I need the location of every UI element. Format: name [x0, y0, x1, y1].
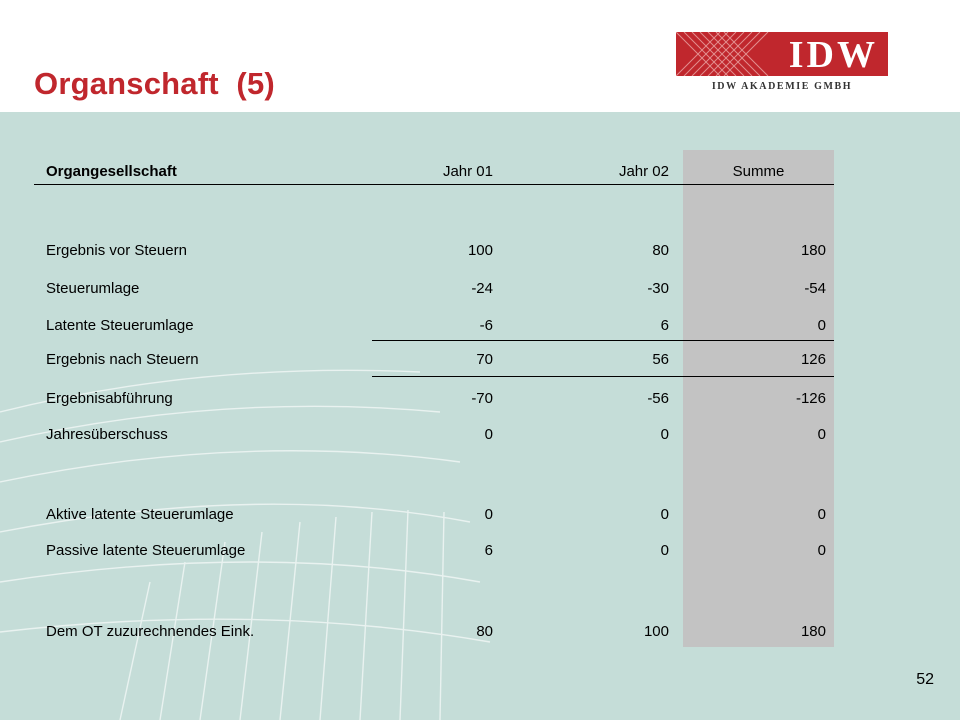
subtotal-rule-top — [372, 340, 834, 341]
logo-mark: IDW — [788, 34, 878, 76]
row-jahr-02: 0 — [660, 542, 669, 559]
row-jahr-02: 0 — [660, 506, 669, 523]
row-label: Ergebnis nach Steuern — [46, 351, 199, 368]
row-jahr-02: 6 — [660, 317, 669, 334]
row-jahr-01: -24 — [471, 280, 493, 297]
row-jahr-01: 70 — [476, 351, 493, 368]
background-decoration — [0, 369, 491, 720]
header-jahr-01: Jahr 01 — [442, 163, 493, 180]
row-jahr-02: 100 — [643, 623, 669, 640]
row-jahr-01: 0 — [484, 426, 493, 443]
row-label: Aktive latente Steuerumlage — [46, 506, 234, 523]
row-summe: 0 — [817, 542, 826, 559]
row-summe: 180 — [800, 623, 826, 640]
row-summe: 180 — [800, 242, 826, 259]
idw-logo: IDW IDW AKADEMIE GMBH — [676, 32, 888, 94]
row-summe: 0 — [817, 506, 826, 523]
logo-pattern — [676, 32, 769, 76]
row-jahr-01: -70 — [471, 390, 493, 407]
logo-subtitle: IDW AKADEMIE GMBH — [711, 81, 853, 92]
header-rule — [34, 184, 834, 185]
row-jahr-02: -30 — [647, 280, 669, 297]
row-jahr-01: 100 — [467, 242, 493, 259]
row-jahr-01: -6 — [479, 317, 493, 334]
row-summe: 126 — [800, 351, 826, 368]
row-label: Jahresüberschuss — [46, 426, 168, 443]
row-jahr-02: 80 — [652, 242, 669, 259]
row-jahr-01: 80 — [476, 623, 493, 640]
header-summe: Summe — [732, 163, 785, 180]
row-label: Steuerumlage — [46, 280, 140, 297]
row-summe: 0 — [817, 426, 826, 443]
row-summe: -126 — [795, 390, 826, 407]
row-label: Passive latente Steuerumlage — [46, 542, 246, 559]
row-summe: -54 — [804, 280, 826, 297]
row-label: Ergebnisabführung — [46, 390, 173, 407]
row-jahr-02: 0 — [660, 426, 669, 443]
subtotal-rule-bottom — [372, 376, 834, 377]
row-label: Latente Steuerumlage — [46, 317, 194, 334]
page-number: 52 — [916, 671, 934, 688]
summe-column-highlight — [683, 150, 834, 647]
row-jahr-01: 6 — [484, 542, 493, 559]
row-label: Dem OT zuzurechnendes Eink. — [46, 623, 255, 640]
slide-title: Organschaft (5) — [34, 66, 275, 101]
row-label: Ergebnis vor Steuern — [46, 242, 187, 259]
row-jahr-02: -56 — [647, 390, 669, 407]
logo-box: IDW — [676, 32, 888, 76]
header-organgesellschaft: Organgesellschaft — [46, 163, 177, 180]
row-jahr-01: 0 — [484, 506, 493, 523]
row-jahr-02: 56 — [652, 351, 669, 368]
row-summe: 0 — [817, 317, 826, 334]
header-jahr-02: Jahr 02 — [618, 163, 669, 180]
